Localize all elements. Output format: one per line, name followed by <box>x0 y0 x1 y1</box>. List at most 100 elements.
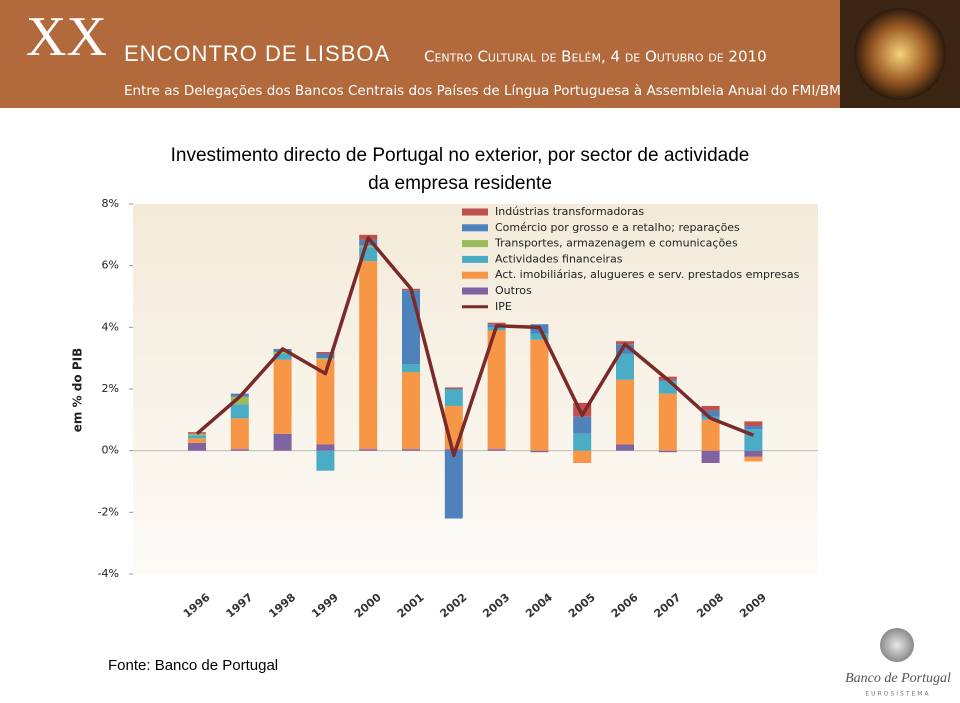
bar-segment <box>273 433 292 451</box>
bar-segment <box>359 261 378 450</box>
bar-segment <box>744 426 763 430</box>
bar-segment <box>273 359 292 434</box>
bar-segment <box>402 290 420 365</box>
bar-segment <box>273 352 292 354</box>
header-band <box>0 0 960 108</box>
x-tick-label: 1998 <box>266 591 298 621</box>
legend-label: Indústrias transformadoras <box>495 205 644 218</box>
legend-label: IPE <box>495 300 512 313</box>
bar-segment <box>701 410 720 417</box>
bar-segment <box>573 416 592 434</box>
bar-segment <box>487 322 506 325</box>
bar-segment <box>188 438 206 443</box>
bar-segment <box>273 353 292 360</box>
bar-segment <box>744 421 763 426</box>
bar-segment <box>316 444 335 451</box>
x-tick-label: 1997 <box>224 591 256 621</box>
bar-segment <box>230 396 249 405</box>
bar-segment <box>616 344 634 354</box>
bar-segment <box>530 450 549 453</box>
y-tick-label: 2% <box>102 382 119 395</box>
x-tick-label: 2004 <box>523 591 555 621</box>
bar-segment <box>188 442 206 451</box>
bar-segment <box>188 433 206 436</box>
bar-segment <box>744 450 763 457</box>
y-tick-label: 0% <box>102 444 119 457</box>
legend-swatch <box>462 240 488 248</box>
bar-segment <box>616 444 634 451</box>
bar-segment <box>530 339 549 451</box>
bar-segment <box>316 359 335 445</box>
x-tick-label: 2003 <box>480 591 512 621</box>
legend-label: Comércio por grosso e a retalho; reparaç… <box>495 221 740 234</box>
bar-segment <box>444 450 463 519</box>
x-tick-label: 2006 <box>609 591 641 621</box>
globe <box>854 8 946 100</box>
bar-segment <box>230 404 249 419</box>
bar-segment <box>487 330 506 450</box>
bar-segment <box>188 435 206 439</box>
legend-swatch <box>462 287 488 295</box>
legend-label: Act. imobiliárias, alugueres e serv. pre… <box>495 268 800 281</box>
logo-name: Banco de Portugal <box>845 671 951 686</box>
bar-segment <box>573 433 592 451</box>
logo-seal <box>880 628 914 662</box>
x-tick-label: 2009 <box>737 591 769 621</box>
bar-segment <box>487 449 506 451</box>
y-axis-title: em % do PIB <box>71 348 85 432</box>
x-tick-label: 2007 <box>652 591 684 621</box>
header-event: ENCONTRO DE LISBOA <box>124 41 390 66</box>
bar-segment <box>359 449 378 451</box>
logo-tag: EUROSISTEMA <box>865 691 930 698</box>
legend-swatch <box>462 224 488 232</box>
bar-segment <box>701 450 720 463</box>
x-tick-label: 2005 <box>566 591 598 621</box>
chart-title: da empresa residente <box>368 173 552 194</box>
bar-segment <box>359 245 378 248</box>
bar-segment <box>658 450 677 453</box>
x-tick-label: 1999 <box>309 591 341 621</box>
x-tick-label: 2008 <box>694 591 726 621</box>
bar-segment <box>316 353 335 359</box>
source: Fonte: Banco de Portugal <box>108 657 278 674</box>
legend-swatch <box>462 255 488 263</box>
header-number: XX <box>26 6 107 68</box>
line-series <box>195 236 755 458</box>
bar-segment <box>701 405 720 411</box>
bar-segment <box>230 418 249 450</box>
bar-segment <box>402 372 420 450</box>
y-tick-label: 8% <box>102 197 119 210</box>
bar-segment <box>316 352 335 354</box>
bar-segment <box>402 364 420 373</box>
bar-segment <box>444 389 463 406</box>
bar-segment <box>701 419 720 451</box>
y-tick-label: -2% <box>98 505 119 518</box>
legend-label: Transportes, armazenagem e comunicações <box>494 237 738 250</box>
legend-label: Outros <box>495 284 532 297</box>
bar-segment <box>573 450 592 463</box>
legend-label: Actividades financeiras <box>495 252 623 265</box>
bar-segment <box>530 333 549 340</box>
bar-segment <box>316 450 335 471</box>
bar-segment <box>616 353 634 380</box>
bar-segment <box>444 387 463 389</box>
bar-segment <box>402 449 420 451</box>
y-tick-label: 6% <box>102 259 119 272</box>
bar-segment <box>316 358 335 360</box>
header-venue: Centro Cultural de Belém, 4 de Outubro d… <box>424 48 767 66</box>
x-tick-label: 1996 <box>181 591 213 621</box>
x-tick-label: 2001 <box>395 591 427 621</box>
bar-segment <box>658 393 677 451</box>
y-tick-label: -4% <box>98 567 119 580</box>
x-tick-label: 2002 <box>438 591 470 621</box>
bar-segment <box>230 449 249 451</box>
y-tick-label: 4% <box>102 320 119 333</box>
x-tick-label: 2000 <box>352 591 384 621</box>
bar-segment <box>616 379 634 445</box>
legend-swatch <box>462 271 488 279</box>
legend-swatch <box>462 208 488 216</box>
chart-title: Investimento directo de Portugal no exte… <box>171 145 750 166</box>
bar-segment <box>744 456 763 462</box>
